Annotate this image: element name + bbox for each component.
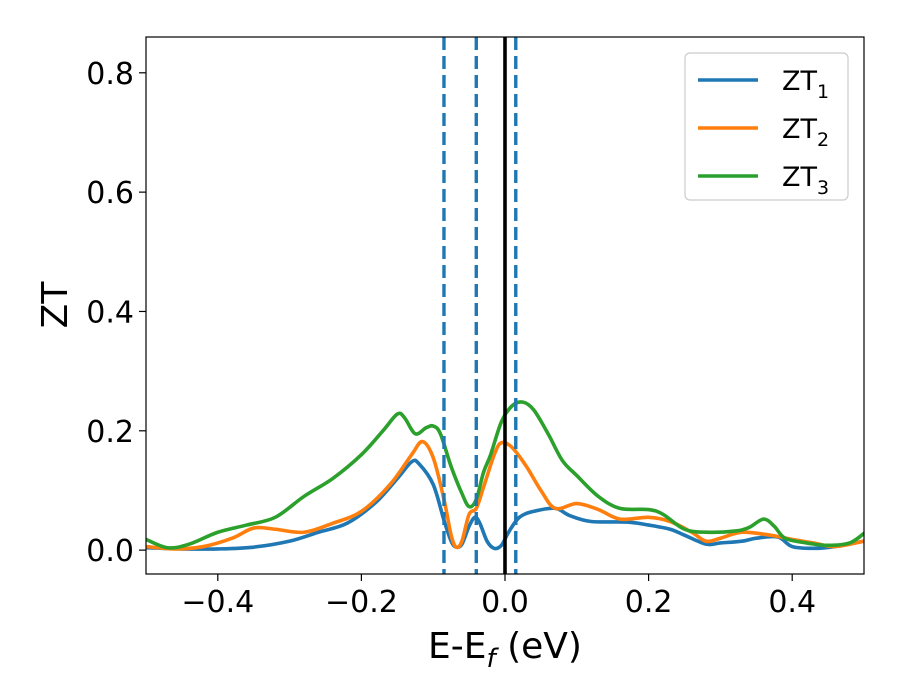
series-line-zt2 (146, 439, 864, 551)
x-tick-label: −0.2 (325, 585, 398, 620)
y-axis-label: ZT (35, 281, 76, 329)
legend-box (684, 52, 849, 201)
y-tick-label: 0.0 (86, 534, 134, 569)
y-tick-label: 0.8 (86, 57, 134, 92)
x-tick-label: 0.0 (481, 585, 529, 620)
x-tick-label: 0.4 (768, 585, 816, 620)
legend: ZT1 ZT2 ZT3 (684, 52, 849, 201)
x-tick-label: −0.4 (181, 585, 254, 620)
x-tick-label: 0.2 (625, 585, 673, 620)
series-line-zt1 (146, 458, 864, 551)
y-tick-label: 0.2 (86, 415, 134, 450)
series-line-zt3 (146, 400, 864, 550)
y-axis-ticks: 0.0 0.2 0.4 0.6 0.8 (86, 57, 146, 569)
plot-area (146, 37, 864, 574)
reference-lines (442, 37, 518, 574)
y-tick-label: 0.4 (86, 295, 134, 330)
legend-label-zt1: ZT1 (782, 66, 829, 103)
y-tick-label: 0.6 (86, 176, 134, 211)
legend-label-zt2: ZT2 (782, 114, 829, 151)
series-group (146, 400, 864, 551)
x-axis-ticks: −0.4 −0.2 0.0 0.2 0.4 (181, 574, 816, 620)
legend-label-zt3: ZT3 (782, 162, 829, 199)
x-axis-label: E-Ef (eV) (428, 626, 582, 674)
